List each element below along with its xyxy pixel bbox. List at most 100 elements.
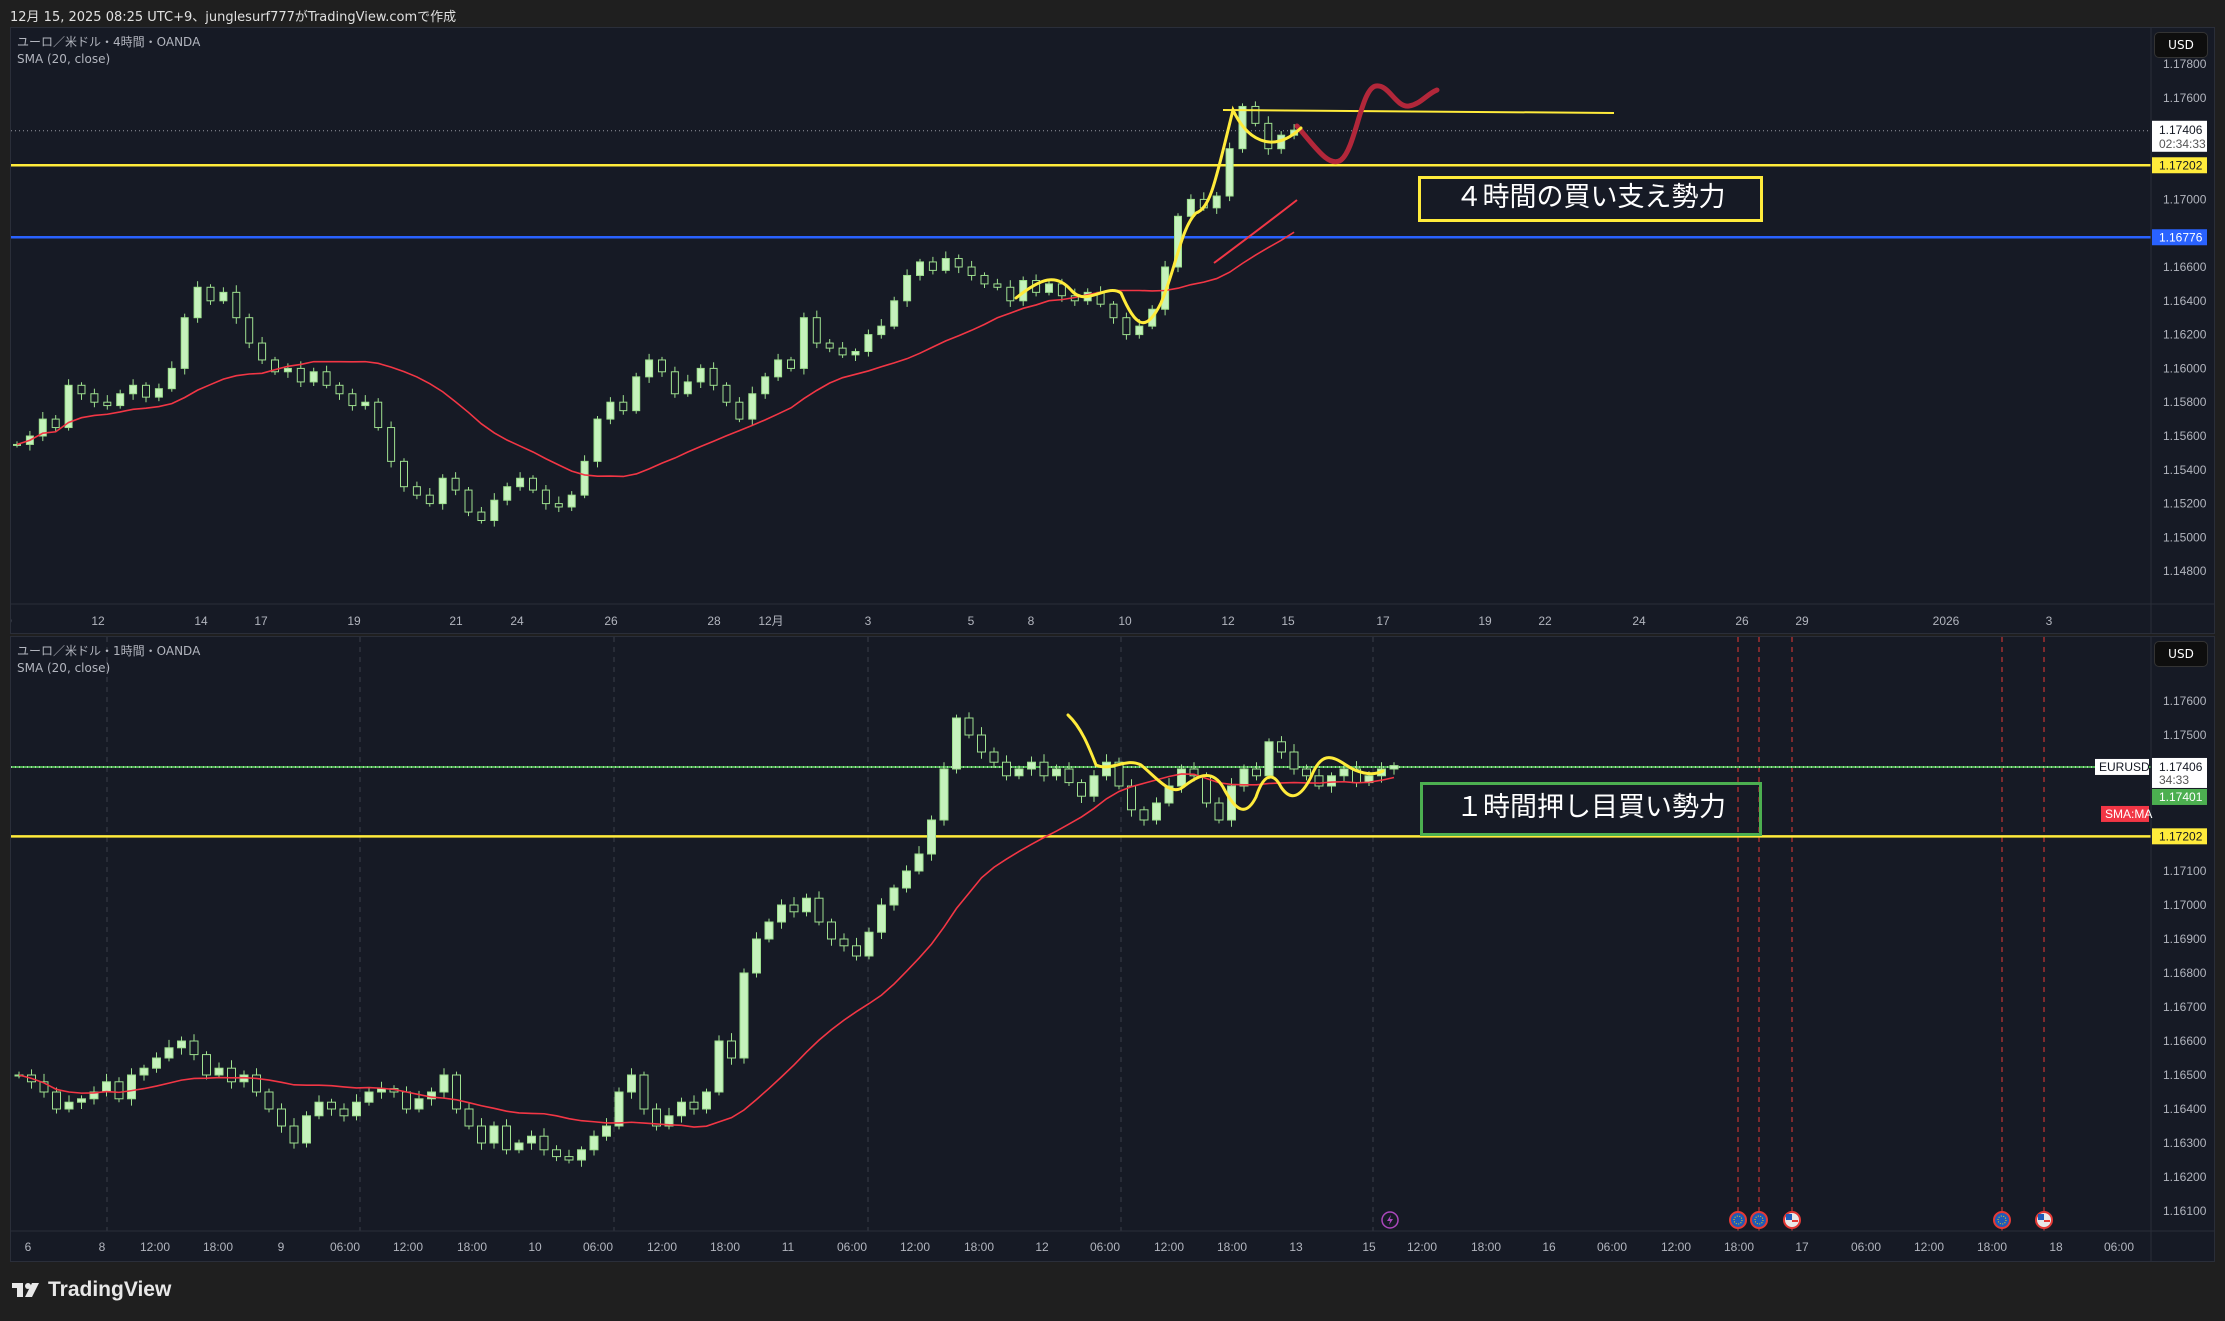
candle	[464, 487, 473, 517]
candle	[477, 1118, 486, 1150]
symbol-title[interactable]: ユーロ／米ドル・4時間・OANDA	[17, 35, 201, 49]
candle	[1214, 797, 1224, 824]
sma-line	[16, 231, 1295, 478]
candle-body	[114, 1081, 124, 1100]
candle-body	[1314, 775, 1324, 787]
candle-body	[38, 418, 47, 437]
currency-button[interactable]: USD	[2154, 32, 2208, 58]
candle	[1052, 764, 1061, 781]
candle	[439, 1068, 449, 1098]
candle	[1077, 779, 1086, 803]
candle	[1186, 194, 1195, 221]
candle-body	[227, 1067, 236, 1083]
candle	[1314, 769, 1324, 790]
candle-body	[127, 1074, 136, 1100]
lightning-icon[interactable]	[1381, 1211, 1399, 1229]
candle-body	[167, 367, 176, 390]
us-flag-icon[interactable]	[2035, 1211, 2053, 1229]
drawing-red-line[interactable]	[1213, 199, 1298, 264]
candle-body	[799, 317, 808, 369]
candle-body	[219, 291, 228, 302]
candle	[589, 1130, 599, 1156]
candle	[696, 364, 705, 389]
yellow-level-tag-bg	[2152, 828, 2207, 845]
time-tick-label: 17	[1795, 1240, 1809, 1254]
candle-body	[309, 371, 318, 383]
time-tick-label: 18:00	[457, 1240, 487, 1254]
candle	[645, 353, 654, 383]
candle	[877, 898, 886, 939]
price-tick-label: 1.16900	[2163, 932, 2207, 946]
yellow-level-tag-text: 1.17202	[2159, 158, 2203, 172]
annotation-4h-support[interactable]: ４時間の買い支え勢力	[1418, 176, 1763, 222]
candle	[1006, 280, 1015, 307]
candle-body	[1052, 768, 1061, 777]
candle-body	[1252, 768, 1261, 777]
us-flag-icon[interactable]	[1783, 1211, 1801, 1229]
candle-body	[916, 261, 924, 276]
candle-body	[1177, 768, 1186, 787]
price-chart-4h[interactable]: 1.17800 1.17600 1.17000 1.16600 1.16400 1.162…	[11, 28, 2214, 633]
sma-value-tag-bg	[2152, 788, 2207, 805]
candle-body	[761, 376, 770, 395]
candle	[748, 386, 757, 426]
indicator-label[interactable]: SMA (20, close)	[17, 661, 111, 675]
eu-flag-icon[interactable]	[1729, 1211, 1747, 1229]
trendline-yellow[interactable]	[1222, 109, 1615, 114]
candle-body	[1251, 105, 1260, 124]
candle-body	[735, 401, 744, 420]
price-tick-label: 1.14800	[2163, 564, 2207, 578]
candle	[90, 388, 99, 408]
candle	[789, 897, 799, 918]
drawing-yellow-scribble[interactable]	[1066, 713, 1385, 811]
candle-body	[941, 258, 950, 271]
price-tick-label: 1.16500	[2163, 1068, 2207, 1082]
time-tick-label: 28	[707, 614, 721, 628]
price-tick-label: 1.16300	[2163, 1136, 2207, 1150]
candle-body	[1327, 775, 1336, 787]
eu-flag-icon[interactable]	[1750, 1211, 1768, 1229]
candle-body	[952, 717, 961, 770]
candle-body	[777, 904, 786, 923]
candle	[361, 395, 370, 410]
lightning-ring	[1381, 1211, 1399, 1229]
candle-body	[967, 266, 976, 276]
candle	[489, 1121, 499, 1149]
time-tick-label: 18	[2049, 1240, 2063, 1254]
candle	[377, 1081, 386, 1099]
tradingview-logo[interactable]: TradingView	[12, 1278, 171, 1302]
annotation-1h-pullback[interactable]: １時間押し目買い勢力	[1420, 782, 1762, 836]
candle	[339, 1103, 349, 1122]
time-tick-label: 24	[1632, 614, 1646, 628]
candle	[903, 269, 912, 307]
chart-pane-1h[interactable]: 1.17600 1.17500 1.17100 1.17000 1.16900 1.168…	[10, 636, 2215, 1262]
indicator-label[interactable]: SMA (20, close)	[17, 52, 111, 66]
candle-body	[1225, 148, 1234, 197]
drawing-yellow-scribble[interactable]	[1014, 105, 1303, 325]
price-chart-1h[interactable]: 1.17600 1.17500 1.17100 1.17000 1.16900 1.168…	[11, 637, 2214, 1261]
candle	[152, 1052, 161, 1073]
time-tick-label: 12:00	[900, 1240, 930, 1254]
candle	[1264, 116, 1273, 155]
candle-body	[1189, 768, 1199, 777]
currency-button[interactable]: USD	[2154, 641, 2208, 667]
candle-body	[1006, 286, 1015, 302]
chart-pane-4h[interactable]: 1.17800 1.17600 1.17000 1.16600 1.16400 1.162…	[10, 27, 2215, 634]
symbol-title[interactable]: ユーロ／米ドル・1時間・OANDA	[17, 644, 201, 658]
candle-body	[652, 1108, 661, 1127]
bar-countdown: 02:34:33	[2159, 137, 2206, 151]
candle	[77, 1095, 86, 1109]
candle-body	[1389, 765, 1399, 770]
flag-circle	[1729, 1211, 1747, 1229]
time-tick-label: 19	[1478, 614, 1492, 628]
candle	[232, 285, 241, 324]
candle-body	[1264, 122, 1273, 150]
candle-body	[696, 367, 705, 383]
candle	[799, 312, 808, 375]
drawing-red-wave[interactable]	[1294, 83, 1440, 165]
time-tick-label: 06:00	[1090, 1240, 1120, 1254]
time-tick-label: 11	[782, 1240, 795, 1254]
time-tick-label: 18:00	[203, 1240, 233, 1254]
eu-flag-icon[interactable]	[1993, 1211, 2011, 1229]
candle-body	[658, 359, 666, 373]
